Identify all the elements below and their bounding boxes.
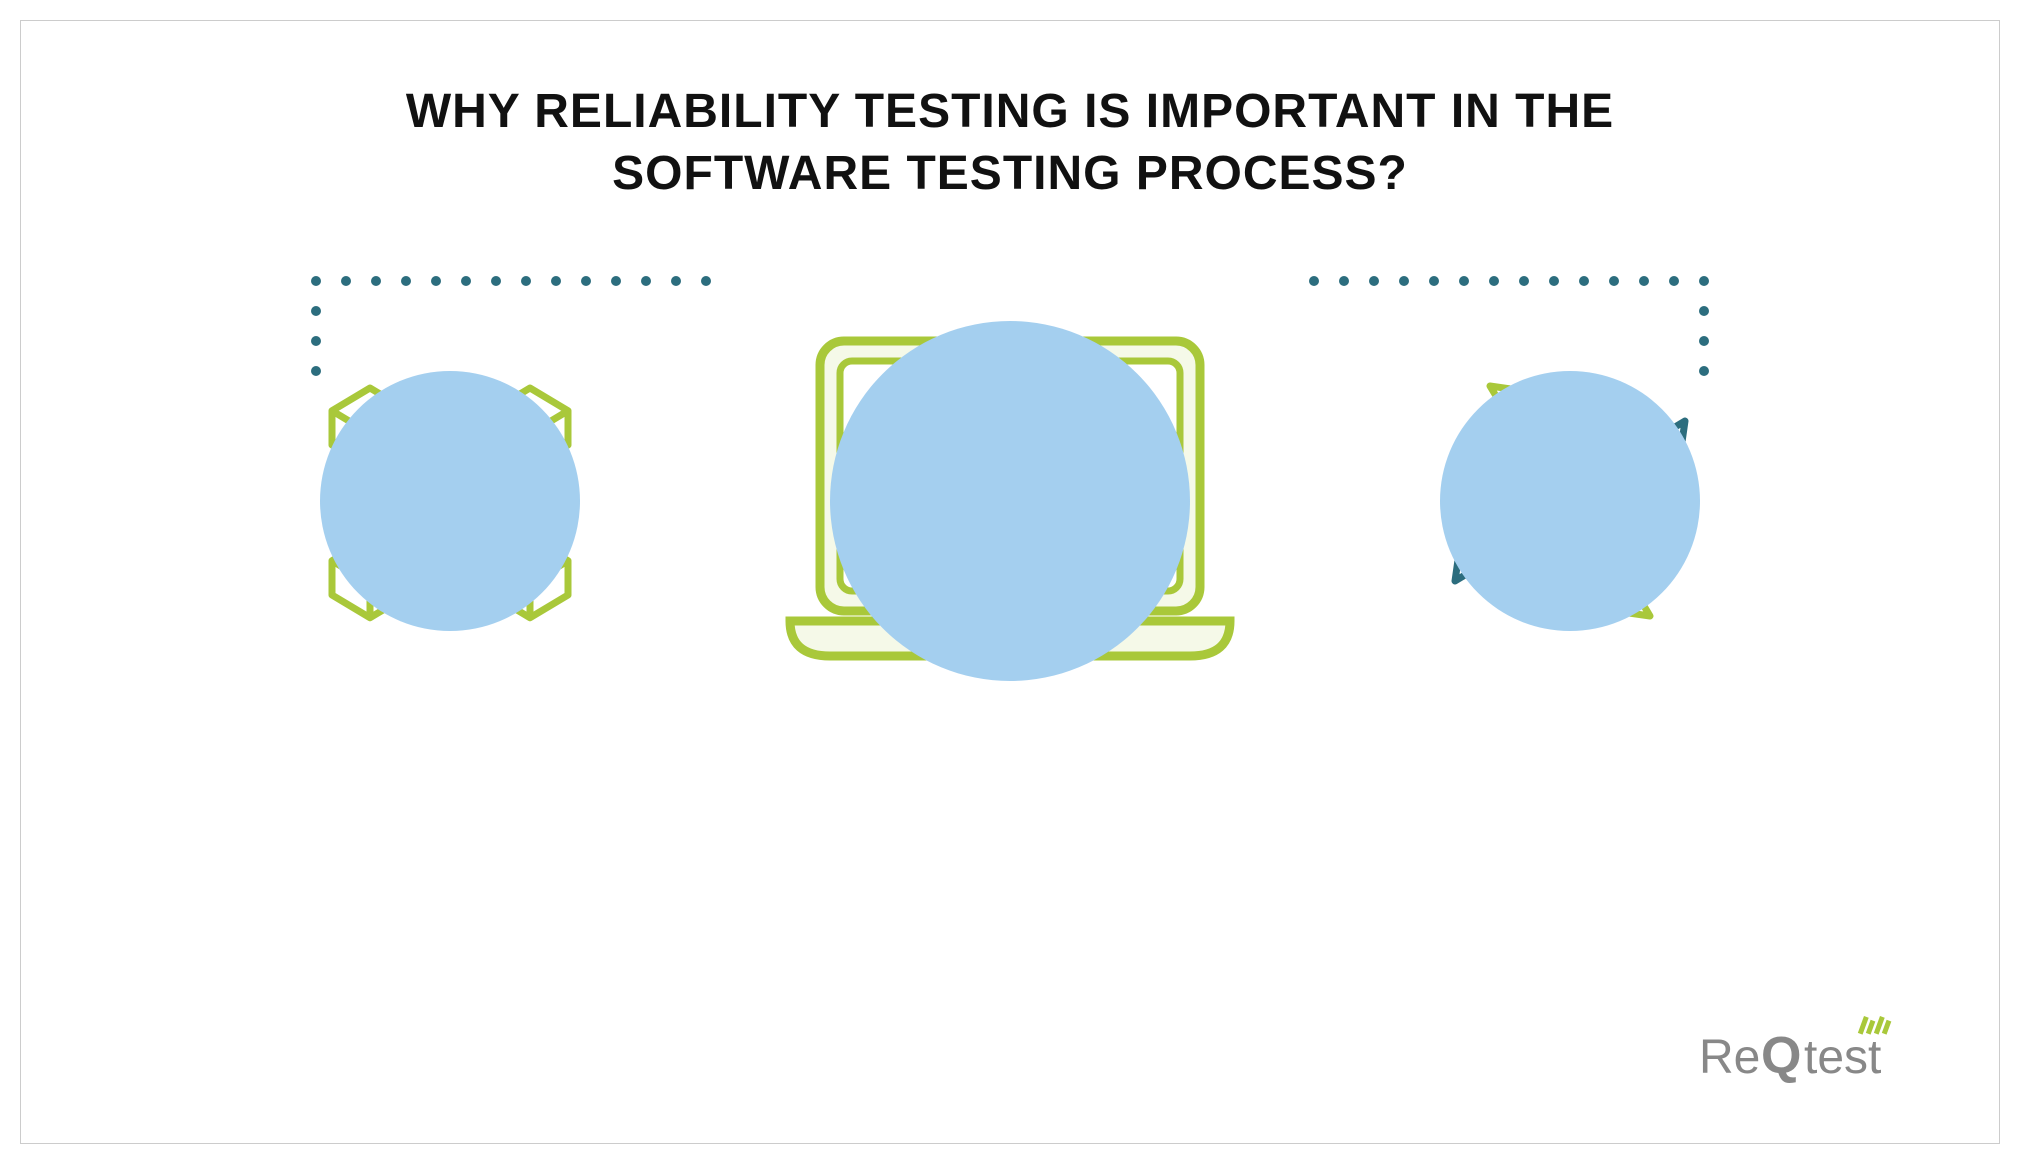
dots-left-horizontal [311, 276, 711, 286]
svg-text:test: test [1804, 1031, 1881, 1084]
title-line1: WHY RELIABILITY TESTING IS IMPORTANT IN … [406, 85, 1614, 138]
circle-bg-right [1440, 371, 1700, 631]
circle-bg-left [320, 371, 580, 631]
icon-cycle [1410, 341, 1730, 661]
logo: ReQtest [1699, 1008, 1939, 1103]
icon-cubes [290, 341, 610, 661]
svg-text:Q: Q [1761, 1027, 1801, 1085]
svg-text:Re: Re [1699, 1031, 1760, 1084]
icon-laptop [770, 301, 1250, 701]
circle-bg-center [830, 321, 1190, 681]
content-frame: WHY RELIABILITY TESTING IS IMPORTANT IN … [20, 20, 2000, 1144]
dots-right-horizontal [1309, 276, 1709, 286]
logo-svg: ReQtest [1699, 1008, 1939, 1098]
icons-row [21, 301, 1999, 701]
title-line2: SOFTWARE TESTING PROCESS? [612, 147, 1408, 200]
page-title: WHY RELIABILITY TESTING IS IMPORTANT IN … [21, 21, 1999, 206]
